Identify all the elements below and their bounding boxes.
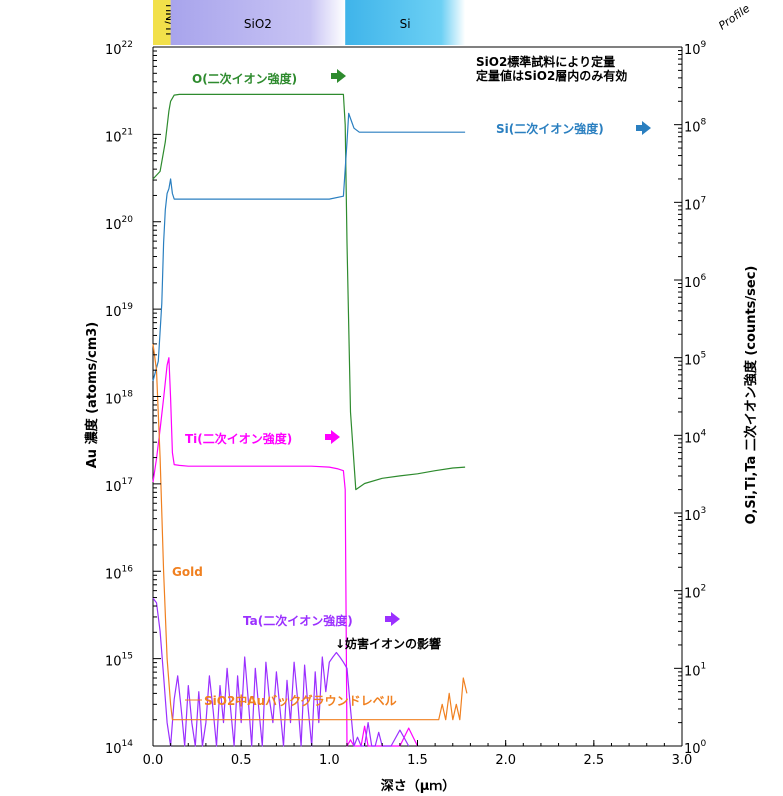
y-left-tick-label: 1021: [105, 127, 133, 145]
series-line-ti: [152, 357, 419, 747]
y-left-tick-label: 1022: [105, 40, 133, 58]
annotation-background: SiO2中Auバックグラウンドレベル: [204, 693, 397, 708]
x-tick-label: 1.5: [407, 753, 428, 768]
y-right-tick-label: 104: [684, 428, 707, 446]
series-line-si: [152, 112, 466, 382]
x-tick-label: 2.5: [583, 753, 604, 768]
y-left-tick-label: 1018: [105, 390, 133, 408]
annotation-si-label: Si(二次イオン強度): [496, 121, 604, 136]
layer-si: [345, 0, 466, 45]
note-line-1: SiO2標準試料により定量: [476, 54, 615, 69]
annotation-ta: Ta(二次イオン強度): [243, 612, 400, 628]
x-axis-title: 深さ（μｍ）: [381, 778, 456, 794]
y-right-tick-label: 109: [684, 40, 707, 58]
x-tick-label: 3.0: [672, 753, 693, 768]
annotation-si: Si(二次イオン強度): [496, 121, 651, 136]
y-right-tick-label: 101: [684, 661, 706, 679]
x-tick-label: 2.0: [495, 753, 516, 768]
note-line-2: 定量値はSiO2層内のみ有効: [476, 68, 627, 83]
annotation-si-arrow: [636, 121, 651, 135]
annotation-ta-label: Ta(二次イオン強度): [243, 613, 353, 628]
y-left-tick-label: 1019: [105, 302, 133, 320]
y-left-tick-label: 1016: [105, 564, 133, 582]
y-right-tick-label: 108: [684, 118, 707, 136]
y-right-tick-label: 107: [684, 195, 706, 213]
x-tick-label: 0.5: [231, 753, 252, 768]
layer-label-sio2: SiO2: [244, 17, 272, 31]
x-tick-label: 1.0: [319, 753, 340, 768]
y-axis-left-title: Au 濃度 (atoms/cm3): [84, 322, 100, 469]
x-tick-label: 0.0: [143, 753, 164, 768]
corner-label: Profile: [716, 2, 752, 33]
layer-tin-ti: [153, 0, 171, 45]
annotation-o-label: O(二次イオン強度): [192, 71, 297, 86]
y-right-tick-label: 106: [684, 273, 707, 291]
series-line-gold: [152, 343, 468, 721]
y-right-tick-label: 103: [684, 506, 706, 524]
layer-label-si: Si: [400, 17, 411, 31]
annotation-ti-arrow: [325, 430, 340, 444]
y-right-tick-label: 100: [684, 739, 707, 757]
series-line-o: [152, 93, 466, 491]
series-line-ta: [152, 597, 410, 747]
annotation-ta-arrow: [385, 612, 400, 626]
layer-band: TiN/Ti SiO2 Si: [153, 0, 466, 45]
annotation-ti: Ti(二次イオン強度): [185, 430, 340, 446]
y-left-tick-label: 1014: [105, 739, 133, 757]
y-left-tick-label: 1015: [105, 652, 133, 670]
y-axis-right-title: O,Si,Ti,Ta 二次イオン強度 (counts/sec): [743, 266, 759, 525]
series-group: [152, 93, 468, 747]
annotation-ti-label: Ti(二次イオン強度): [185, 431, 292, 446]
annotation-gold: Gold: [172, 565, 203, 579]
layer-sio2: [170, 0, 346, 45]
annotation-o-arrow: [331, 69, 346, 83]
axis-ticks: 0.0 0.5 1.0 1.5 2.0 2.5 3.0 1014 1015 1016 1017 101…: [105, 40, 707, 768]
y-left-tick-label: 1017: [105, 477, 133, 495]
annotation-o: O(二次イオン強度): [192, 69, 346, 86]
annotation-interference: ↓妨害イオンの影響: [335, 636, 441, 651]
y-right-tick-label: 102: [684, 584, 706, 602]
y-left-tick-label: 1020: [105, 215, 133, 233]
y-right-tick-label: 105: [684, 351, 706, 369]
